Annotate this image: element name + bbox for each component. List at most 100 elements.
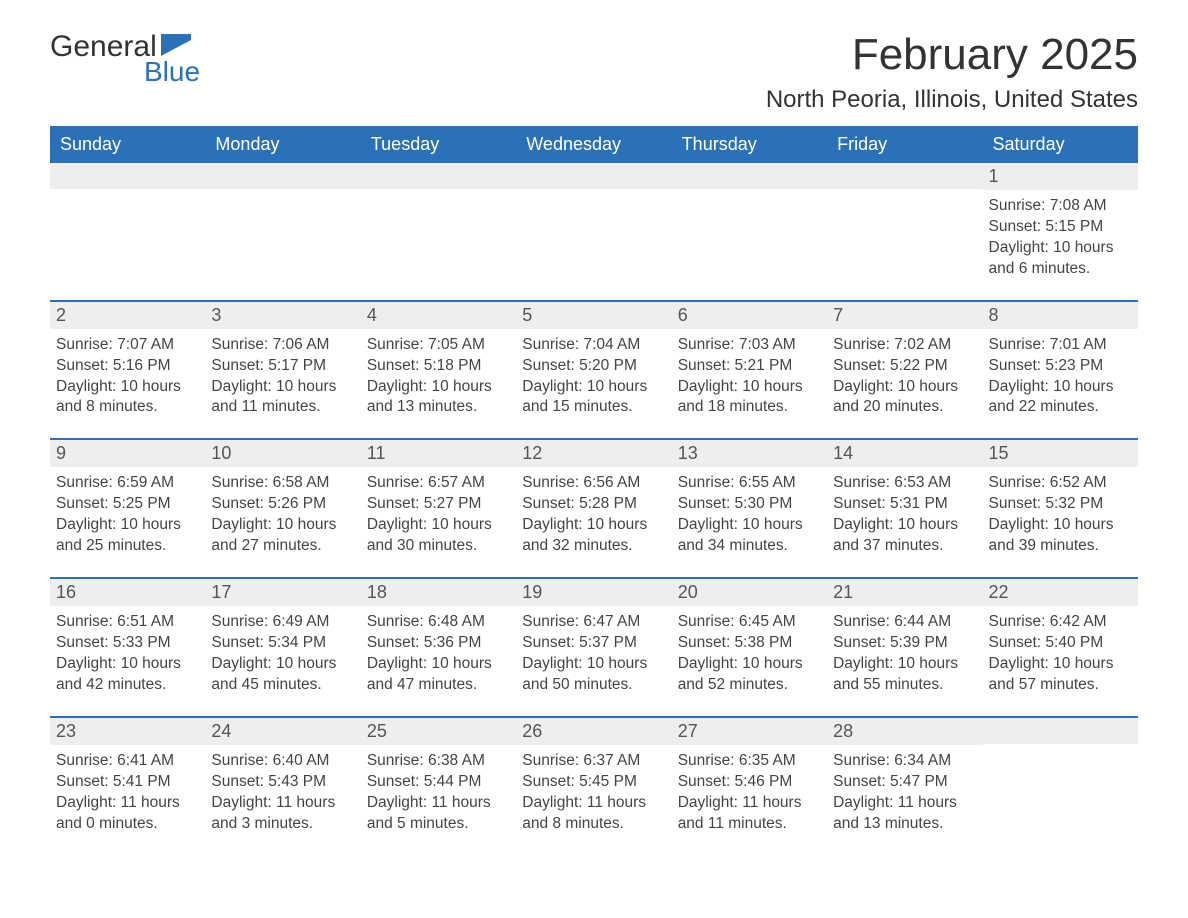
sunset-text: Sunset: 5:47 PM bbox=[833, 772, 976, 793]
day-number bbox=[983, 718, 1138, 744]
day-number: 13 bbox=[672, 440, 827, 467]
sunrise-text: Sunrise: 6:56 AM bbox=[522, 473, 665, 494]
location-text: North Peoria, Illinois, United States bbox=[766, 86, 1138, 114]
daylight-text: Daylight: 10 hours and 45 minutes. bbox=[211, 654, 354, 696]
sunrise-text: Sunrise: 6:42 AM bbox=[989, 612, 1132, 633]
week-row: 1Sunrise: 7:08 AMSunset: 5:15 PMDaylight… bbox=[50, 163, 1138, 286]
day-number: 1 bbox=[983, 163, 1138, 190]
day-number: 5 bbox=[516, 302, 671, 329]
day-number: 28 bbox=[827, 718, 982, 745]
dow-cell: Wednesday bbox=[516, 126, 671, 163]
day-number: 10 bbox=[205, 440, 360, 467]
dow-cell: Monday bbox=[205, 126, 360, 163]
sunrise-text: Sunrise: 6:38 AM bbox=[367, 751, 510, 772]
sunset-text: Sunset: 5:45 PM bbox=[522, 772, 665, 793]
sunset-text: Sunset: 5:37 PM bbox=[522, 633, 665, 654]
sunset-text: Sunset: 5:34 PM bbox=[211, 633, 354, 654]
day-number: 26 bbox=[516, 718, 671, 745]
daylight-text: Daylight: 10 hours and 22 minutes. bbox=[989, 377, 1132, 419]
sunrise-text: Sunrise: 6:34 AM bbox=[833, 751, 976, 772]
day-number: 2 bbox=[50, 302, 205, 329]
weeks-container: 1Sunrise: 7:08 AMSunset: 5:15 PMDaylight… bbox=[50, 163, 1138, 840]
daylight-text: Daylight: 10 hours and 50 minutes. bbox=[522, 654, 665, 696]
daylight-text: Daylight: 11 hours and 11 minutes. bbox=[678, 793, 821, 835]
day-number: 3 bbox=[205, 302, 360, 329]
day-number bbox=[361, 163, 516, 189]
daylight-text: Daylight: 10 hours and 18 minutes. bbox=[678, 377, 821, 419]
day-cell: 3Sunrise: 7:06 AMSunset: 5:17 PMDaylight… bbox=[205, 302, 360, 425]
daylight-text: Daylight: 11 hours and 8 minutes. bbox=[522, 793, 665, 835]
sunset-text: Sunset: 5:46 PM bbox=[678, 772, 821, 793]
daylight-text: Daylight: 10 hours and 55 minutes. bbox=[833, 654, 976, 696]
sunset-text: Sunset: 5:43 PM bbox=[211, 772, 354, 793]
daylight-text: Daylight: 10 hours and 30 minutes. bbox=[367, 515, 510, 557]
dow-cell: Friday bbox=[827, 126, 982, 163]
day-cell: 15Sunrise: 6:52 AMSunset: 5:32 PMDayligh… bbox=[983, 440, 1138, 563]
daylight-text: Daylight: 10 hours and 11 minutes. bbox=[211, 377, 354, 419]
sunrise-text: Sunrise: 7:01 AM bbox=[989, 335, 1132, 356]
calendar: SundayMondayTuesdayWednesdayThursdayFrid… bbox=[50, 126, 1138, 840]
day-cell: 9Sunrise: 6:59 AMSunset: 5:25 PMDaylight… bbox=[50, 440, 205, 563]
day-cell: 14Sunrise: 6:53 AMSunset: 5:31 PMDayligh… bbox=[827, 440, 982, 563]
day-cell: 1Sunrise: 7:08 AMSunset: 5:15 PMDaylight… bbox=[983, 163, 1138, 286]
sunset-text: Sunset: 5:20 PM bbox=[522, 356, 665, 377]
daylight-text: Daylight: 10 hours and 34 minutes. bbox=[678, 515, 821, 557]
daylight-text: Daylight: 11 hours and 0 minutes. bbox=[56, 793, 199, 835]
day-number: 16 bbox=[50, 579, 205, 606]
sunset-text: Sunset: 5:31 PM bbox=[833, 494, 976, 515]
day-number: 11 bbox=[361, 440, 516, 467]
sunrise-text: Sunrise: 7:08 AM bbox=[989, 196, 1132, 217]
day-number: 6 bbox=[672, 302, 827, 329]
day-number: 18 bbox=[361, 579, 516, 606]
sunrise-text: Sunrise: 6:59 AM bbox=[56, 473, 199, 494]
sunset-text: Sunset: 5:44 PM bbox=[367, 772, 510, 793]
sunset-text: Sunset: 5:18 PM bbox=[367, 356, 510, 377]
sunset-text: Sunset: 5:32 PM bbox=[989, 494, 1132, 515]
day-cell: 7Sunrise: 7:02 AMSunset: 5:22 PMDaylight… bbox=[827, 302, 982, 425]
day-cell: 4Sunrise: 7:05 AMSunset: 5:18 PMDaylight… bbox=[361, 302, 516, 425]
sunrise-text: Sunrise: 6:37 AM bbox=[522, 751, 665, 772]
day-number: 15 bbox=[983, 440, 1138, 467]
daylight-text: Daylight: 11 hours and 5 minutes. bbox=[367, 793, 510, 835]
daylight-text: Daylight: 10 hours and 8 minutes. bbox=[56, 377, 199, 419]
daylight-text: Daylight: 10 hours and 15 minutes. bbox=[522, 377, 665, 419]
day-number: 23 bbox=[50, 718, 205, 745]
sunrise-text: Sunrise: 6:35 AM bbox=[678, 751, 821, 772]
day-cell: 24Sunrise: 6:40 AMSunset: 5:43 PMDayligh… bbox=[205, 718, 360, 841]
day-number bbox=[827, 163, 982, 189]
day-cell: 8Sunrise: 7:01 AMSunset: 5:23 PMDaylight… bbox=[983, 302, 1138, 425]
sunset-text: Sunset: 5:21 PM bbox=[678, 356, 821, 377]
sunset-text: Sunset: 5:38 PM bbox=[678, 633, 821, 654]
day-cell: 20Sunrise: 6:45 AMSunset: 5:38 PMDayligh… bbox=[672, 579, 827, 702]
day-number: 19 bbox=[516, 579, 671, 606]
week-row: 16Sunrise: 6:51 AMSunset: 5:33 PMDayligh… bbox=[50, 577, 1138, 702]
sunset-text: Sunset: 5:41 PM bbox=[56, 772, 199, 793]
daylight-text: Daylight: 10 hours and 6 minutes. bbox=[989, 238, 1132, 280]
sunset-text: Sunset: 5:36 PM bbox=[367, 633, 510, 654]
day-number: 8 bbox=[983, 302, 1138, 329]
day-cell: 26 Sunrise: 6:37 AMSunset: 5:45 PMDayligh… bbox=[516, 718, 671, 841]
day-cell: 11Sunrise: 6:57 AMSunset: 5:27 PMDayligh… bbox=[361, 440, 516, 563]
day-number: 25 bbox=[361, 718, 516, 745]
day-cell bbox=[827, 163, 982, 286]
daylight-text: Daylight: 10 hours and 20 minutes. bbox=[833, 377, 976, 419]
day-number: 4 bbox=[361, 302, 516, 329]
sunrise-text: Sunrise: 6:51 AM bbox=[56, 612, 199, 633]
day-cell: 16Sunrise: 6:51 AMSunset: 5:33 PMDayligh… bbox=[50, 579, 205, 702]
day-number: 21 bbox=[827, 579, 982, 606]
day-cell: 25 Sunrise: 6:38 AMSunset: 5:44 PMDayligh… bbox=[361, 718, 516, 841]
day-number: 9 bbox=[50, 440, 205, 467]
sunset-text: Sunset: 5:25 PM bbox=[56, 494, 199, 515]
day-cell bbox=[50, 163, 205, 286]
day-number: 12 bbox=[516, 440, 671, 467]
sunrise-text: Sunrise: 7:06 AM bbox=[211, 335, 354, 356]
sunrise-text: Sunrise: 6:41 AM bbox=[56, 751, 199, 772]
header: General Blue February 2025 North Peoria,… bbox=[50, 30, 1138, 114]
day-number: 20 bbox=[672, 579, 827, 606]
daylight-text: Daylight: 10 hours and 27 minutes. bbox=[211, 515, 354, 557]
dow-cell: Tuesday bbox=[361, 126, 516, 163]
title-block: February 2025 North Peoria, Illinois, Un… bbox=[766, 30, 1138, 114]
sunrise-text: Sunrise: 7:07 AM bbox=[56, 335, 199, 356]
day-number: 24 bbox=[205, 718, 360, 745]
day-cell: 17Sunrise: 6:49 AMSunset: 5:34 PMDayligh… bbox=[205, 579, 360, 702]
